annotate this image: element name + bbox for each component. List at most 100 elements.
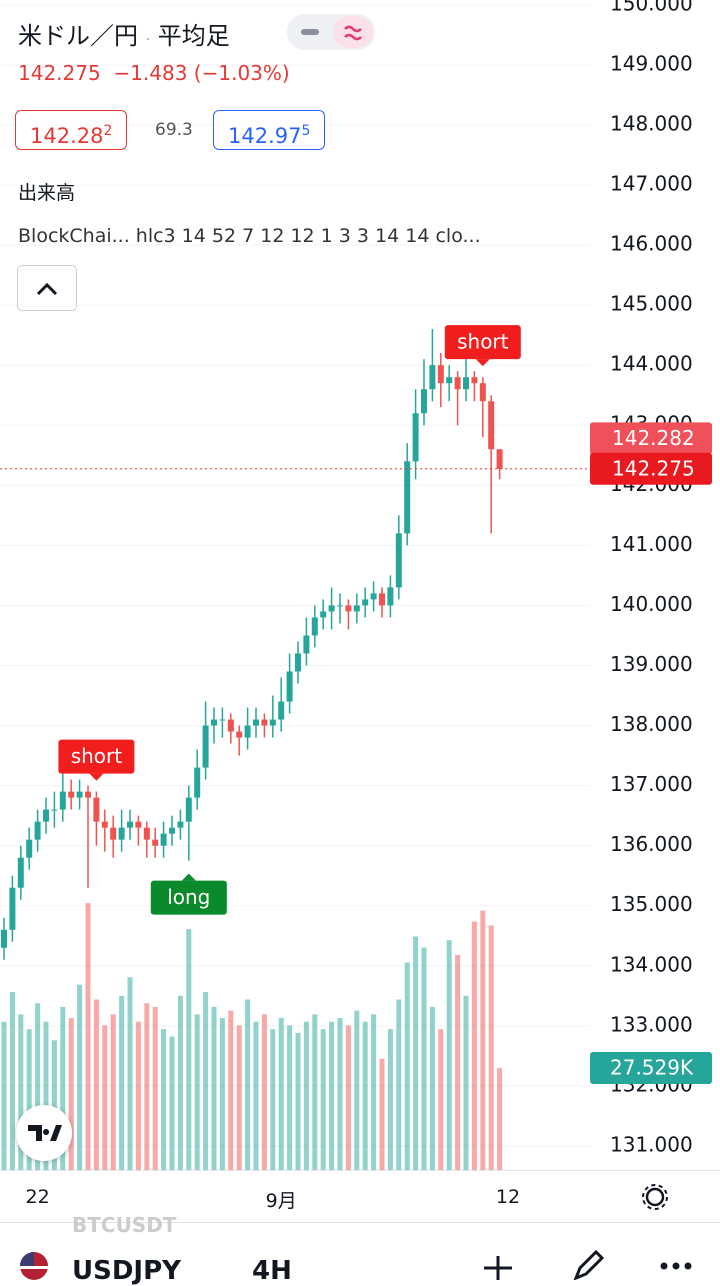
volume-bar [480, 910, 486, 1170]
volume-bar [396, 999, 402, 1170]
volume-bar [177, 995, 183, 1170]
x-tick-label: 12 [495, 1186, 521, 1208]
y-tick-label: 141.000 [610, 532, 693, 556]
candle-body [17, 857, 24, 888]
volume-bar [463, 995, 469, 1170]
candle-body [488, 401, 495, 450]
candle-body [345, 605, 352, 612]
minus-icon[interactable] [301, 29, 319, 35]
volume-bar [119, 995, 125, 1170]
signal-text: short [71, 744, 123, 768]
approx-button[interactable] [333, 16, 373, 48]
y-tick-label: 150.000 [610, 0, 693, 15]
signal-pointer [475, 359, 490, 367]
chart: 131.000132.000133.000134.000135.000136.0… [0, 0, 712, 1170]
volume-bar [51, 1040, 57, 1170]
chevron-icon [36, 282, 58, 296]
candle-body [286, 671, 293, 702]
y-tick-label: 145.000 [610, 292, 693, 316]
volume-bar [303, 1021, 309, 1170]
buy-button[interactable]: 142.975 [213, 110, 326, 150]
indicator-volume[interactable]: 出来高 [18, 182, 76, 204]
candle-body [496, 449, 503, 469]
y-tick-label: 140.000 [610, 592, 693, 616]
collapse-button[interactable] [17, 265, 77, 311]
candle-body [43, 809, 49, 822]
volume-bar [68, 1018, 74, 1170]
candle-body [328, 605, 335, 612]
ask-pip: 5 [301, 123, 311, 139]
approx-icon [344, 25, 362, 41]
volume-bar [236, 1025, 242, 1170]
candle-body [446, 377, 453, 384]
separator: · [145, 32, 151, 48]
candle-body [269, 719, 276, 726]
candle-body [471, 377, 478, 384]
volume-bar [295, 1032, 301, 1170]
tv-logo-icon [28, 1125, 62, 1141]
candle-body [303, 635, 310, 654]
candle-body [202, 725, 209, 768]
y-tick-label: 139.000 [610, 652, 693, 676]
candle-body [85, 791, 91, 798]
volume-bar [455, 955, 461, 1170]
y-tick-label: 148.000 [610, 111, 693, 135]
volume-bar [329, 1021, 335, 1170]
candle-body [59, 791, 66, 810]
price-row: 142.275 −1.483 (−1.03%) [18, 61, 290, 85]
candle-body [194, 767, 201, 798]
volume-bar [60, 1006, 66, 1170]
x-tick-label: 22 [25, 1186, 50, 1208]
sell-button[interactable]: 142.282 [15, 110, 128, 150]
signal-pointer [181, 873, 196, 881]
volume-bar [404, 962, 410, 1170]
signal-box [444, 325, 521, 360]
interval-button[interactable]: 4H [252, 1256, 292, 1286]
candle-body [127, 821, 133, 828]
signal-text: long [167, 885, 210, 909]
volume-bar [245, 999, 251, 1170]
add-icon[interactable] [480, 1252, 516, 1280]
volume-bar [345, 1025, 351, 1170]
candle-body [34, 821, 41, 840]
candle-body [51, 809, 58, 811]
symbol-button[interactable]: USDJPY [72, 1256, 181, 1286]
y-tick-label: 144.000 [610, 352, 693, 376]
volume-bar [93, 999, 99, 1170]
y-tick-label: 137.000 [610, 772, 693, 796]
candle-body [454, 377, 461, 390]
price-label: 142.282 [612, 426, 695, 450]
y-tick-label: 146.000 [610, 232, 693, 256]
more-icon[interactable] [656, 1258, 696, 1274]
tv-logo[interactable] [16, 1105, 72, 1161]
volume-label-bg [590, 1051, 712, 1084]
candle-body [261, 719, 268, 726]
volume-bar [387, 1029, 393, 1170]
symbol-title: 米ドル／円 [18, 22, 138, 50]
volume-bar [497, 1067, 503, 1170]
time-axis [0, 1170, 720, 1223]
y-tick-label: 134.000 [610, 952, 693, 976]
volume-bar [152, 1006, 158, 1170]
toggle-group[interactable] [287, 14, 375, 50]
flag-icon [20, 1252, 48, 1280]
candle-body [311, 617, 318, 636]
volume-bar [371, 1014, 377, 1170]
indicator-blockchain[interactable]: BlockChai... hlc3 14 52 7 12 12 1 3 3 14… [18, 225, 481, 247]
signal-label: short [58, 739, 135, 781]
volume-bar [144, 1003, 150, 1170]
price-label-bg [590, 422, 712, 455]
volume-bar [102, 1025, 108, 1170]
draw-icon[interactable] [568, 1246, 608, 1280]
candle-body [370, 593, 377, 600]
candle-body [244, 725, 251, 738]
volume-bar [446, 940, 452, 1170]
settings-icon[interactable] [638, 1180, 672, 1214]
volume-bar [161, 1029, 167, 1170]
candle-body [76, 791, 83, 798]
y-tick-label: 149.000 [610, 51, 693, 75]
candle-body [387, 587, 394, 606]
volume-bar [438, 1029, 444, 1170]
candle-body [135, 821, 142, 828]
volume-bar [85, 903, 91, 1170]
